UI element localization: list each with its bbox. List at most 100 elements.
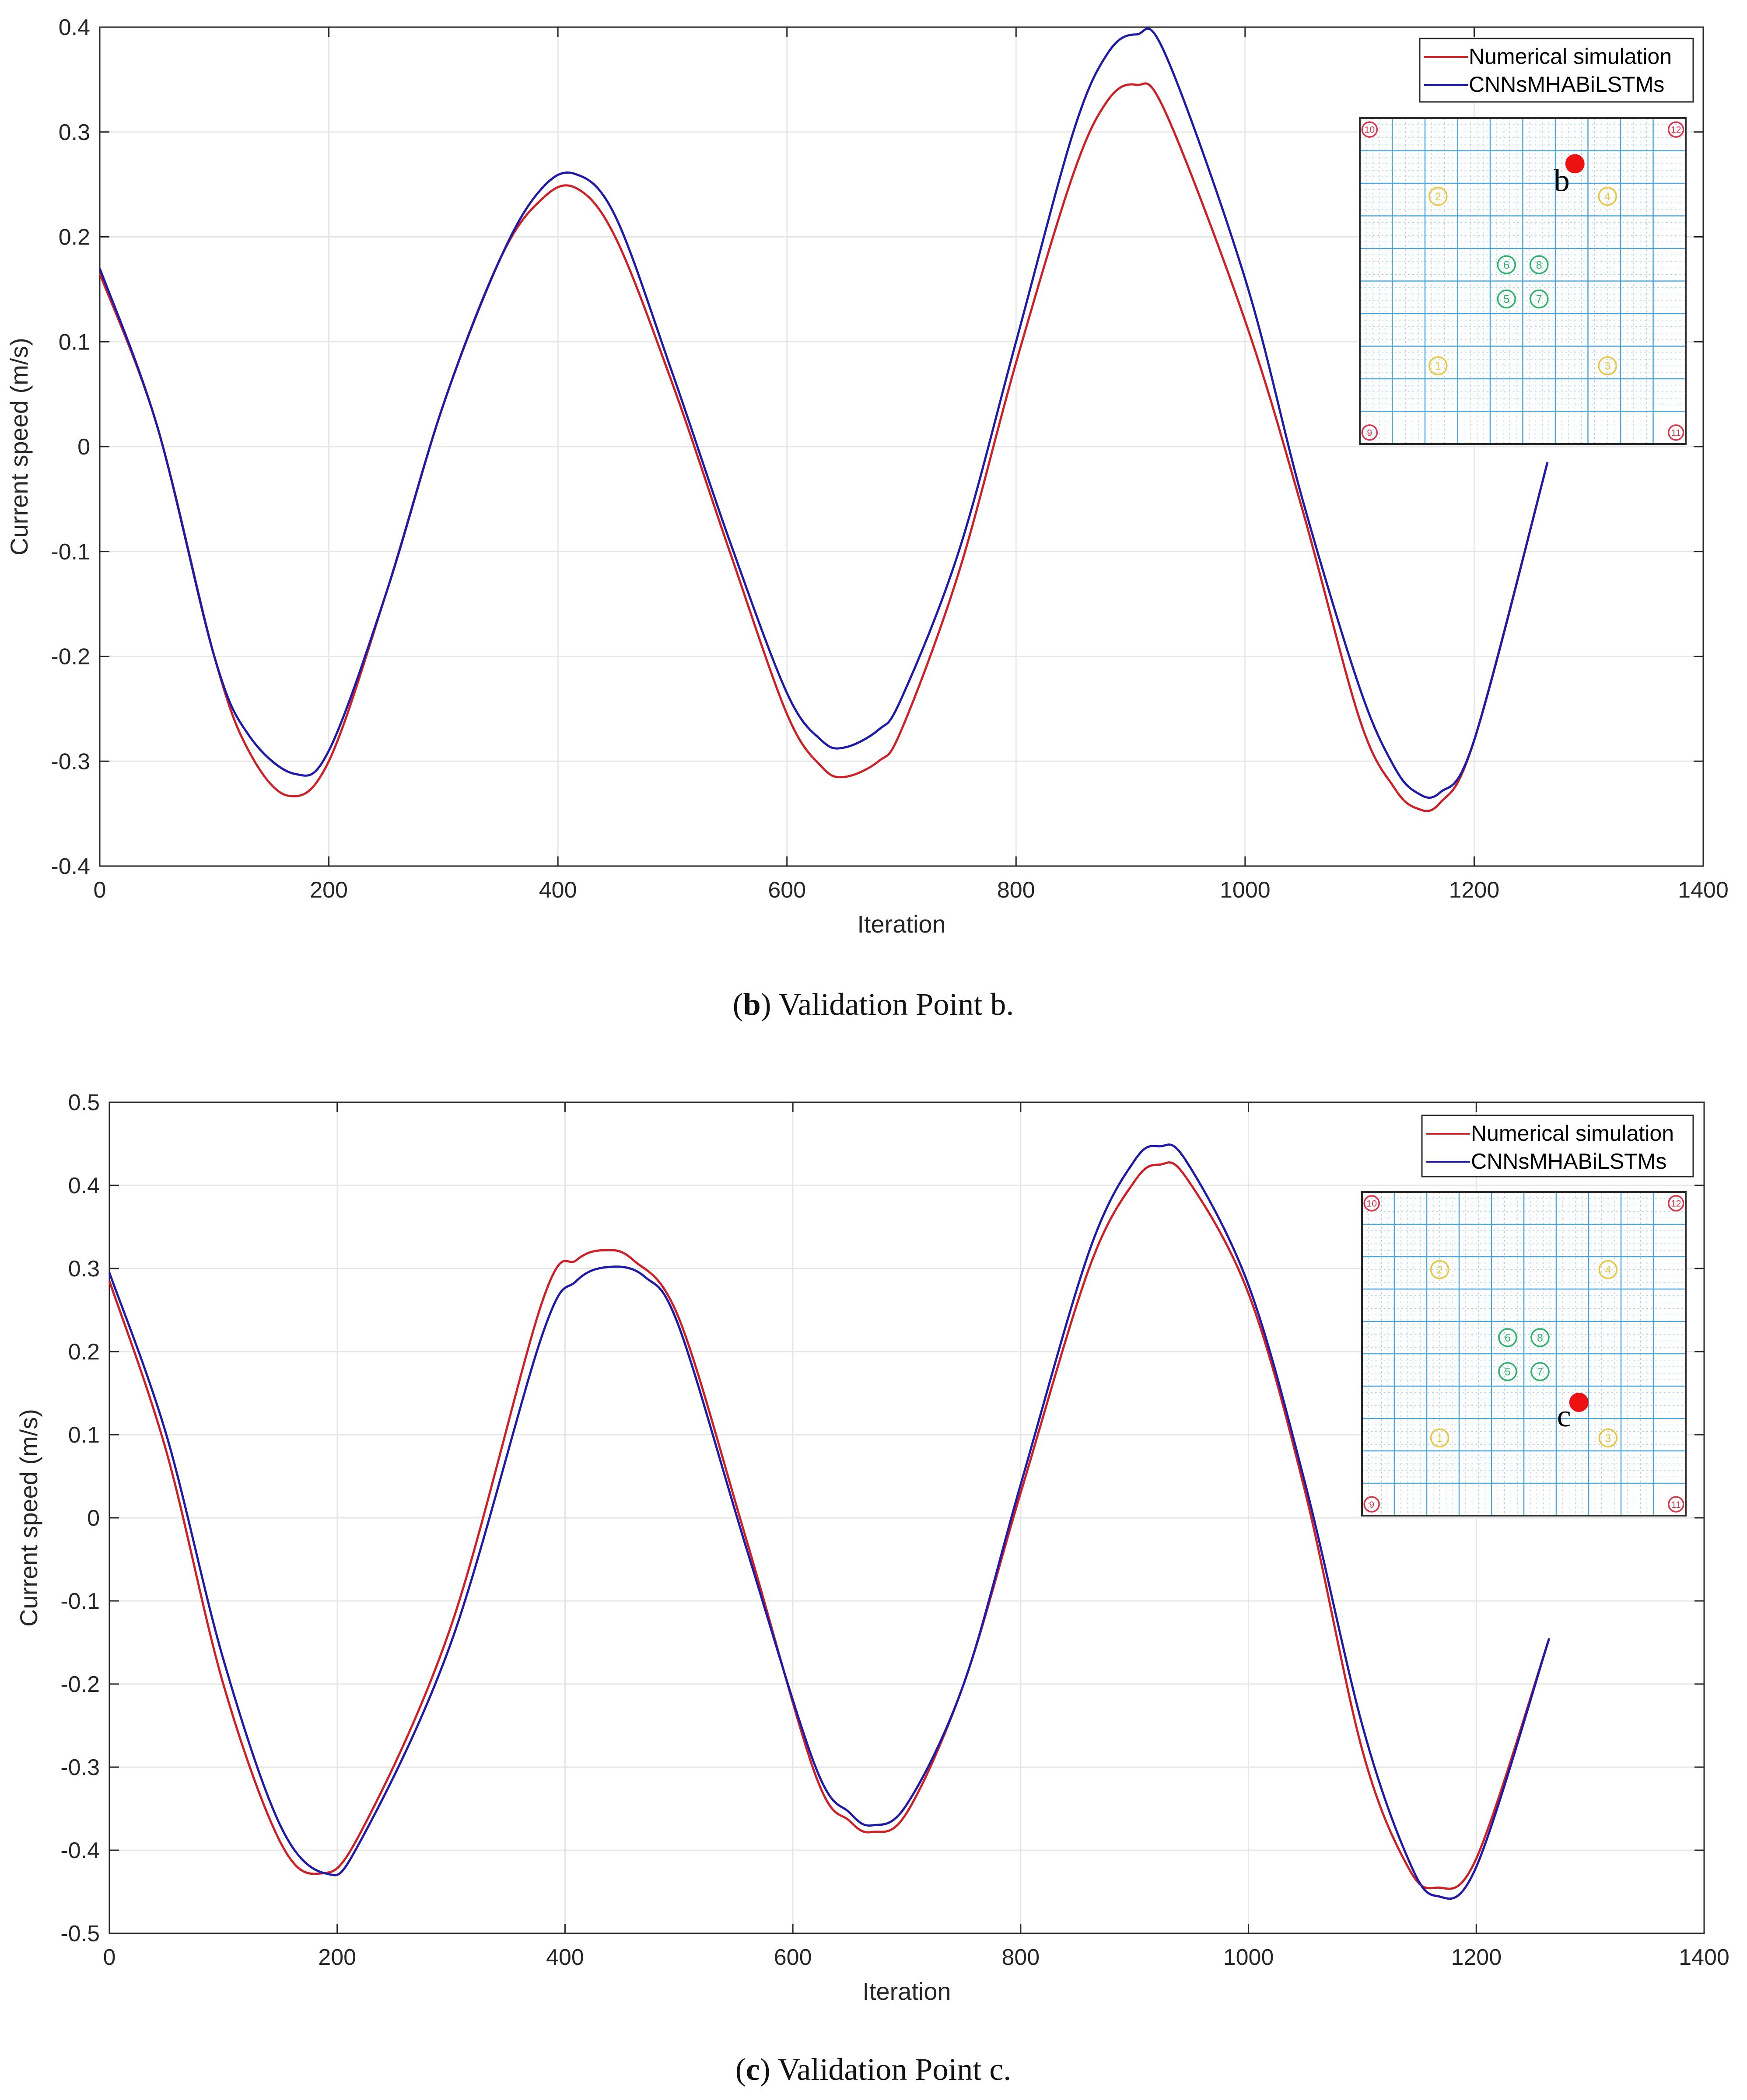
validation-point-label: c [1557,1398,1571,1433]
legend: Numerical simulation CNNsMHABiLSTMs [1421,1115,1694,1178]
inset-green-marker-label: 8 [1537,1332,1543,1344]
y-tick-label: 0.2 [68,1339,100,1365]
inset-corner-marker-label: 11 [1671,428,1681,438]
caption-letter: b [743,987,761,1022]
x-tick-label: 1400 [1679,1945,1729,1970]
y-tick-label: -0.1 [60,1589,100,1614]
inset-yellow-marker [1430,1260,1449,1279]
legend-label-predicted: CNNsMHABiLSTMs [1471,1149,1666,1174]
legend-box [1421,1115,1694,1178]
y-tick-label: 0.1 [59,329,90,355]
y-tick-label: -0.4 [51,854,90,879]
validation-point-marker [1569,1393,1589,1412]
inset-corner-marker [1667,424,1684,441]
x-tick-label: 200 [318,1945,356,1970]
inset-green-marker-label: 7 [1537,1366,1543,1378]
x-tick-label: 600 [774,1945,812,1970]
series-cnnsmhabilstms-line [98,27,1549,799]
panel-c-chart: 0 200 400 600 800 1000 1200 1400 -0.5 -0.4 -0.3 -0.… [15,1090,1729,2087]
inset-green-marker [1530,1362,1550,1381]
y-tick-label: 0.5 [68,1090,100,1115]
inset-yellow-marker [1430,1428,1449,1448]
x-axis-label: Iteration [857,910,945,938]
inset-green-marker-label: 5 [1505,1366,1511,1378]
x-tick-label: 1200 [1451,1945,1502,1970]
inset-green-marker [1498,1328,1517,1347]
y-tick-label: -0.1 [51,539,90,565]
y-tick-label: 0.4 [59,15,90,40]
inset-corner-marker [1361,121,1378,138]
y-tick-label: 0.3 [59,120,90,145]
caption-text: Validation Point c. [777,2052,1011,2087]
series-numerical-simulation-line [98,82,1549,812]
inset-green-marker [1497,255,1516,274]
y-tick-label: 0.1 [68,1422,100,1448]
inset-corner-marker-label: 9 [1369,1499,1374,1510]
inset-yellow-marker [1598,1260,1618,1279]
axis-ticks: 0 200 400 600 800 1000 1200 1400 -0.4 -0.3 -0.2 -0.… [51,15,1728,903]
caption-letter: c [746,2052,760,2087]
y-tick-label: -0.4 [60,1838,100,1863]
inset-yellow-marker [1428,187,1448,206]
legend-label-numerical: Numerical simulation [1471,1121,1674,1146]
inset-green-marker [1530,255,1549,274]
x-tick-label: 400 [539,877,577,903]
x-tick-label: 200 [310,877,348,903]
inset-corner-marker-label: 10 [1365,125,1375,135]
inset-corner-marker [1363,1496,1380,1513]
inset-corner-marker [1668,1195,1684,1212]
x-tick-label: 400 [546,1945,584,1970]
inset-green-marker-label: 5 [1503,293,1509,305]
y-tick-label: 0 [87,1506,100,1531]
panel-b-chart: 0 200 400 600 800 1000 1200 1400 -0.4 -0.3 -0.2 -0.… [5,15,1729,1022]
inset-corner-marker [1668,1496,1684,1513]
series-numerical-simulation-line [108,1161,1551,1890]
y-tick-label: 0 [77,434,90,460]
figure-caption-c: (c) Validation Point c. [735,2052,1012,2087]
inset-green-marker-label: 8 [1536,259,1542,271]
inset-corner-marker-label: 12 [1671,125,1681,135]
x-tick-label: 1000 [1220,877,1271,903]
y-tick-label: 0.3 [68,1256,100,1282]
inset-yellow-marker [1428,356,1448,375]
inset-yellow-marker-label: 3 [1604,360,1610,372]
inset-yellow-marker-label: 1 [1437,1432,1443,1444]
inset-markers: 10 12 9 11 2 4 1 3 6 8 5 7 [1363,1195,1684,1513]
y-tick-label: -0.2 [51,644,90,670]
x-axis-label: Iteration [862,1978,951,2005]
inset-green-marker [1530,1328,1550,1347]
x-tick-label: 1400 [1678,877,1729,903]
inset-green-marker-label: 7 [1536,293,1542,305]
figure-caption-b: (b) Validation Point b. [733,987,1014,1022]
y-tick-label: 0.4 [68,1173,100,1199]
inset-frame [1359,117,1687,445]
inset-yellow-marker-label: 3 [1605,1432,1611,1444]
inset-corner-marker-label: 9 [1367,428,1372,438]
inset-yellow-marker [1598,1428,1618,1448]
inset-yellow-marker [1598,187,1617,206]
inset-location-map: 10 12 9 11 2 4 1 3 6 8 5 7 c [1361,1191,1687,1516]
x-tick-label: 0 [103,1945,116,1970]
inset-corner-marker [1363,1195,1380,1212]
inset-green-marker [1497,289,1516,309]
inset-corner-marker [1361,424,1378,441]
inset-yellow-marker-label: 4 [1605,1264,1611,1276]
inset-corner-marker-label: 12 [1671,1199,1681,1209]
inset-green-marker [1498,1362,1517,1381]
caption-text: Validation Point b. [778,987,1014,1022]
inset-yellow-marker [1598,356,1617,375]
validation-point-label: b [1554,163,1570,198]
y-tick-label: 0.2 [59,225,90,250]
x-tick-label: 800 [1001,1945,1040,1970]
series-cnnsmhabilstms-line [108,1143,1551,1900]
validation-point-marker [1565,154,1585,174]
inset-corner-marker [1667,121,1684,138]
legend: Numerical simulation CNNsMHABiLSTMs [1419,38,1694,103]
y-axis-label: Current speed (m/s) [15,1409,42,1627]
inset-markers: 10 12 9 11 2 4 1 3 6 8 5 7 [1361,121,1684,441]
x-tick-label: 1200 [1449,877,1500,903]
axis-ticks: 0 200 400 600 800 1000 1200 1400 -0.5 -0.4 -0.3 -0.… [60,1090,1729,1970]
x-tick-label: 600 [768,877,806,903]
inset-yellow-marker-label: 2 [1435,191,1441,203]
y-tick-label: -0.3 [60,1755,100,1780]
